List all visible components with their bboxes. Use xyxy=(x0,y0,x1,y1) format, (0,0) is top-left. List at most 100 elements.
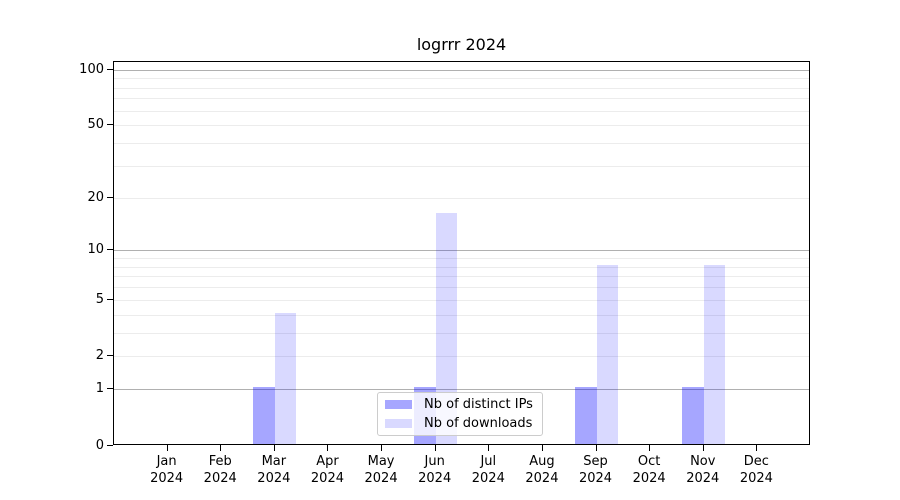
minor-gridline-80 xyxy=(114,87,809,89)
x-tick-jul xyxy=(488,445,490,451)
y-tick-100 xyxy=(107,68,113,70)
minor-gridline-4 xyxy=(114,314,809,316)
bar-nb-of-downloads-sep xyxy=(596,264,618,444)
x-tick-year: 2024 xyxy=(203,471,237,486)
x-tick-label-nov: Nov 2024 xyxy=(686,453,719,487)
x-tick-year: 2024 xyxy=(525,471,559,486)
x-tick-label-may: May 2024 xyxy=(365,453,398,487)
minor-gridline-2 xyxy=(114,356,809,358)
y-tick-label-50: 50 xyxy=(87,117,104,133)
legend-item-distinct-ips: Nb of distinct IPs xyxy=(385,397,542,412)
x-tick-year: 2024 xyxy=(364,471,398,486)
x-tick-year: 2024 xyxy=(257,471,291,486)
legend-label-distinct-ips: Nb of distinct IPs xyxy=(424,397,533,412)
x-tick-mar xyxy=(273,445,275,451)
x-tick-nov xyxy=(702,445,704,451)
x-tick-label-aug: Aug 2024 xyxy=(525,453,558,487)
x-tick-year: 2024 xyxy=(471,471,505,486)
x-tick-month: Apr xyxy=(316,454,339,469)
legend-item-downloads: Nb of downloads xyxy=(385,416,542,431)
x-tick-year: 2024 xyxy=(578,471,613,486)
x-tick-aug xyxy=(541,445,543,451)
legend-label-downloads: Nb of downloads xyxy=(424,416,533,431)
x-tick-month: Sep xyxy=(583,454,608,469)
y-tick-label-10: 10 xyxy=(87,242,104,258)
x-tick-year: 2024 xyxy=(632,471,666,486)
x-tick-label-jan: Jan 2024 xyxy=(150,453,183,487)
minor-gridline-6 xyxy=(114,287,809,289)
x-tick-month: Jan xyxy=(156,454,177,469)
x-tick-label-oct: Oct 2024 xyxy=(633,453,666,487)
minor-gridline-50 xyxy=(114,125,809,127)
legend-swatch-downloads xyxy=(385,419,412,428)
x-tick-label-jul: Jul 2024 xyxy=(472,453,505,487)
x-tick-month: Aug xyxy=(529,454,555,469)
x-tick-year: 2024 xyxy=(150,471,184,486)
x-tick-month: May xyxy=(367,454,395,469)
x-tick-oct xyxy=(649,445,651,451)
y-tick-label-100: 100 xyxy=(79,61,104,77)
x-tick-month: Dec xyxy=(743,454,769,469)
y-tick-2 xyxy=(107,355,113,357)
major-gridline-100 xyxy=(114,69,809,71)
minor-gridline-9 xyxy=(114,258,809,260)
y-tick-1 xyxy=(107,388,113,390)
legend-swatch-distinct-ips xyxy=(385,400,412,409)
minor-gridline-40 xyxy=(114,143,809,145)
x-tick-apr xyxy=(327,445,329,451)
x-tick-sep xyxy=(595,445,597,451)
bar-nb-of-downloads-mar xyxy=(274,312,297,444)
y-tick-label-0: 0 xyxy=(95,438,104,453)
bar-nb-of-downloads-nov xyxy=(703,264,726,444)
x-tick-month: Feb xyxy=(208,454,232,469)
x-tick-label-apr: Apr 2024 xyxy=(311,453,344,487)
minor-gridline-70 xyxy=(114,98,809,100)
x-tick-month: Mar xyxy=(261,454,287,469)
minor-gridline-5 xyxy=(114,299,809,301)
y-tick-20 xyxy=(107,196,113,198)
y-tick-label-20: 20 xyxy=(87,189,104,205)
major-gridline-1 xyxy=(114,389,809,391)
minor-gridline-7 xyxy=(114,276,809,278)
x-tick-year: 2024 xyxy=(686,471,720,486)
x-tick-month: Jul xyxy=(480,454,497,469)
bar-nb-of-downloads-jun xyxy=(435,213,458,444)
y-tick-0 xyxy=(107,445,113,446)
y-tick-label-5: 5 xyxy=(95,291,104,307)
y-tick-label-2: 2 xyxy=(95,348,104,364)
minor-gridline-8 xyxy=(114,266,809,268)
major-gridline-10 xyxy=(114,250,809,252)
minor-gridline-3 xyxy=(114,332,809,334)
x-tick-month: Nov xyxy=(690,454,716,469)
x-tick-label-jun: Jun 2024 xyxy=(418,453,451,487)
legend: Nb of distinct IPs Nb of downloads xyxy=(377,392,543,436)
y-tick-5 xyxy=(107,298,113,300)
chart-title: logrrr 2024 xyxy=(416,35,507,54)
minor-gridline-60 xyxy=(114,110,809,112)
minor-gridline-30 xyxy=(114,166,809,167)
x-tick-month: Oct xyxy=(637,454,661,469)
bar-nb-of-distinct-ips-nov xyxy=(682,387,704,444)
x-tick-may xyxy=(381,445,383,451)
x-tick-label-sep: Sep 2024 xyxy=(579,453,612,487)
x-tick-year: 2024 xyxy=(739,471,773,486)
y-tick-50 xyxy=(107,124,113,126)
x-tick-month: Jun xyxy=(424,454,445,469)
x-tick-jan xyxy=(166,445,168,451)
y-tick-10 xyxy=(107,249,113,251)
x-tick-label-dec: Dec 2024 xyxy=(740,453,773,487)
x-tick-feb xyxy=(220,445,222,451)
minor-gridline-90 xyxy=(114,78,809,80)
bar-nb-of-distinct-ips-mar xyxy=(253,387,275,444)
bar-nb-of-distinct-ips-sep xyxy=(575,387,597,444)
x-tick-year: 2024 xyxy=(310,471,344,486)
plot-area xyxy=(113,61,810,445)
x-tick-jun xyxy=(434,445,436,451)
minor-gridline-20 xyxy=(114,197,809,199)
x-tick-label-mar: Mar 2024 xyxy=(257,453,290,487)
x-tick-dec xyxy=(756,445,758,451)
y-tick-label-1: 1 xyxy=(95,381,104,397)
x-tick-label-feb: Feb 2024 xyxy=(204,453,237,487)
x-tick-year: 2024 xyxy=(418,471,452,486)
